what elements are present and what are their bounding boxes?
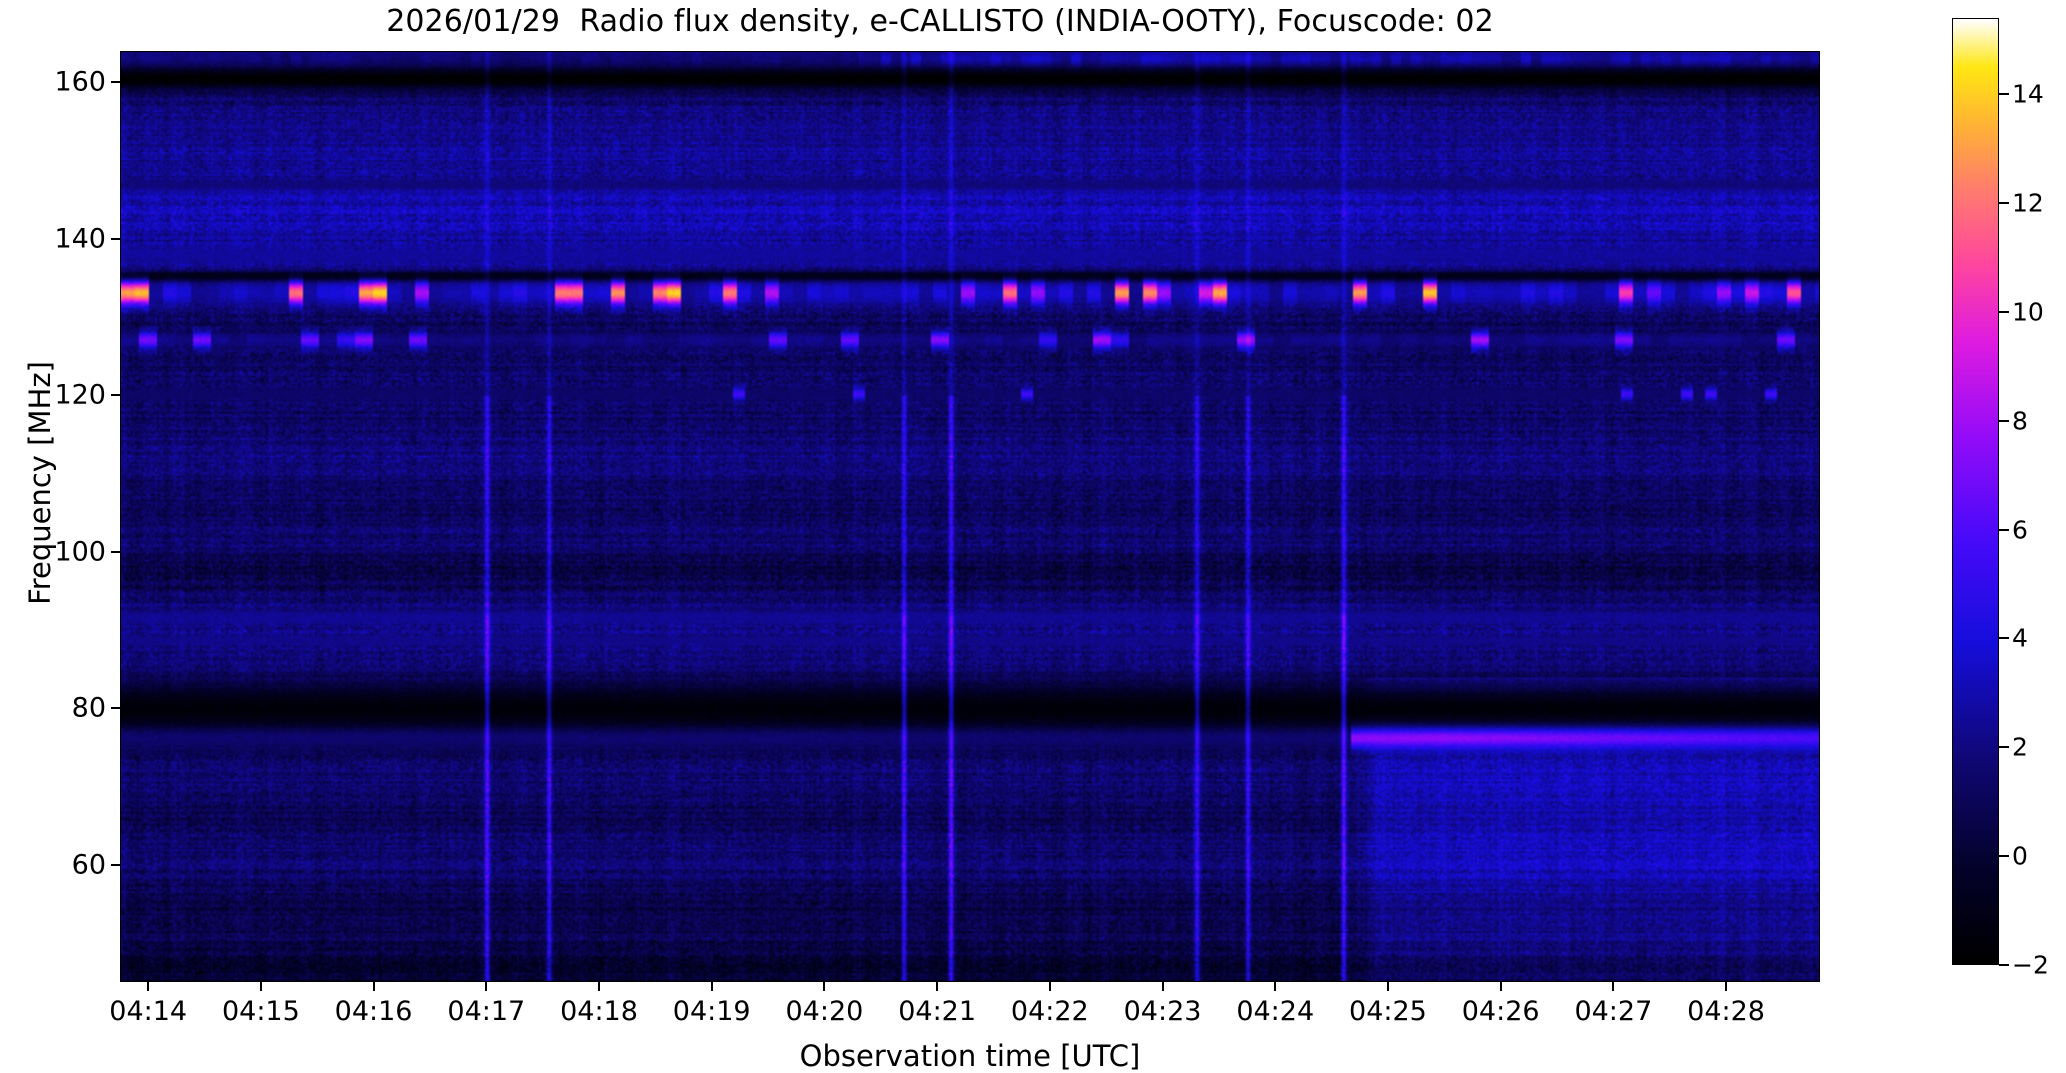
x-tick-mark: [1274, 982, 1277, 991]
x-tick-mark: [710, 982, 713, 991]
x-tick-label: 04:14: [109, 996, 188, 1027]
x-tick-label: 04:21: [898, 996, 977, 1027]
x-tick-mark: [936, 982, 939, 991]
colorbar-tick-mark: [1999, 310, 2009, 313]
colorbar-tick-mark: [1999, 637, 2009, 640]
x-tick-label: 04:16: [334, 996, 413, 1027]
x-axis-label: Observation time [UTC]: [799, 1039, 1141, 1073]
colorbar-tick-label: 4: [2012, 623, 2028, 653]
x-tick-mark: [598, 982, 600, 991]
y-tick-label: 120: [54, 379, 106, 411]
y-axis: Frequency [MHz] 160 140 120 100 80 60: [0, 0, 120, 1067]
x-tick-label: 04:25: [1349, 996, 1427, 1027]
y-tick-label: 160: [54, 66, 106, 98]
colorbar-tick-mark: [1999, 419, 2009, 422]
x-tick-mark: [1048, 982, 1051, 991]
colorbar-tick-mark: [1999, 746, 2009, 749]
x-tick-mark: [147, 982, 150, 991]
x-tick-label: 04:23: [1123, 996, 1202, 1027]
x-tick-label: 04:15: [221, 996, 300, 1027]
y-axis-label: Frequency [MHz]: [23, 361, 57, 605]
y-tick-mark: [111, 550, 120, 553]
colorbar-tick-mark: [1999, 855, 2009, 858]
colorbar-tick-mark: [1999, 93, 2009, 96]
colorbar-tick-label: 12: [2012, 188, 2044, 218]
y-tick-label: 60: [71, 849, 106, 881]
y-tick-mark: [111, 863, 120, 866]
x-tick-label: 04:22: [1010, 996, 1089, 1027]
y-tick-mark: [111, 394, 120, 397]
colorbar-tick-mark: [1999, 202, 2009, 205]
x-axis: Observation time [UTC] 04:14 04:15 04:16 04…: [0, 982, 2066, 1073]
y-tick-mark: [111, 707, 120, 710]
x-tick-mark: [1499, 982, 1502, 991]
x-tick-label: 04:24: [1236, 996, 1315, 1027]
x-tick-mark: [823, 982, 826, 991]
y-tick-label: 140: [54, 223, 106, 255]
x-tick-mark: [1612, 982, 1615, 991]
x-tick-mark: [1725, 982, 1728, 991]
colorbar-tick-label: 2: [2012, 732, 2028, 762]
x-tick-label: 04:26: [1461, 996, 1540, 1027]
colorbar-tick-mark: [1999, 964, 2009, 966]
colorbar-tick-label: 14: [2012, 79, 2044, 109]
y-tick-mark: [111, 81, 120, 84]
colorbar-tick-label: 6: [2012, 515, 2028, 545]
x-tick-mark: [1161, 982, 1164, 991]
x-tick-mark: [372, 982, 375, 991]
colorbar-tick-label: 10: [2012, 297, 2044, 327]
x-tick-label: 04:27: [1574, 996, 1653, 1027]
y-tick-mark: [111, 237, 120, 240]
colorbar-tick-mark: [1999, 528, 2009, 531]
x-tick-mark: [485, 982, 488, 991]
x-tick-label: 04:18: [560, 996, 638, 1027]
x-tick-label: 04:19: [672, 996, 751, 1027]
y-tick-label: 100: [54, 536, 106, 568]
x-tick-mark: [1386, 982, 1389, 991]
figure-title: 2026/01/29 Radio flux density, e-CALLIST…: [386, 4, 1494, 39]
colorbar: [1952, 18, 1999, 965]
colorbar-tick-label: −2: [2012, 950, 2049, 980]
x-tick-label: 04:28: [1687, 996, 1765, 1027]
x-tick-label: 04:17: [447, 996, 526, 1027]
colorbar-tick-label: 0: [2012, 841, 2028, 871]
x-tick-mark: [259, 982, 262, 991]
spectrogram-plot-area: [120, 51, 1820, 982]
y-tick-label: 80: [71, 692, 106, 724]
x-tick-label: 04:20: [785, 996, 864, 1027]
colorbar-tick-label: 8: [2012, 406, 2028, 436]
